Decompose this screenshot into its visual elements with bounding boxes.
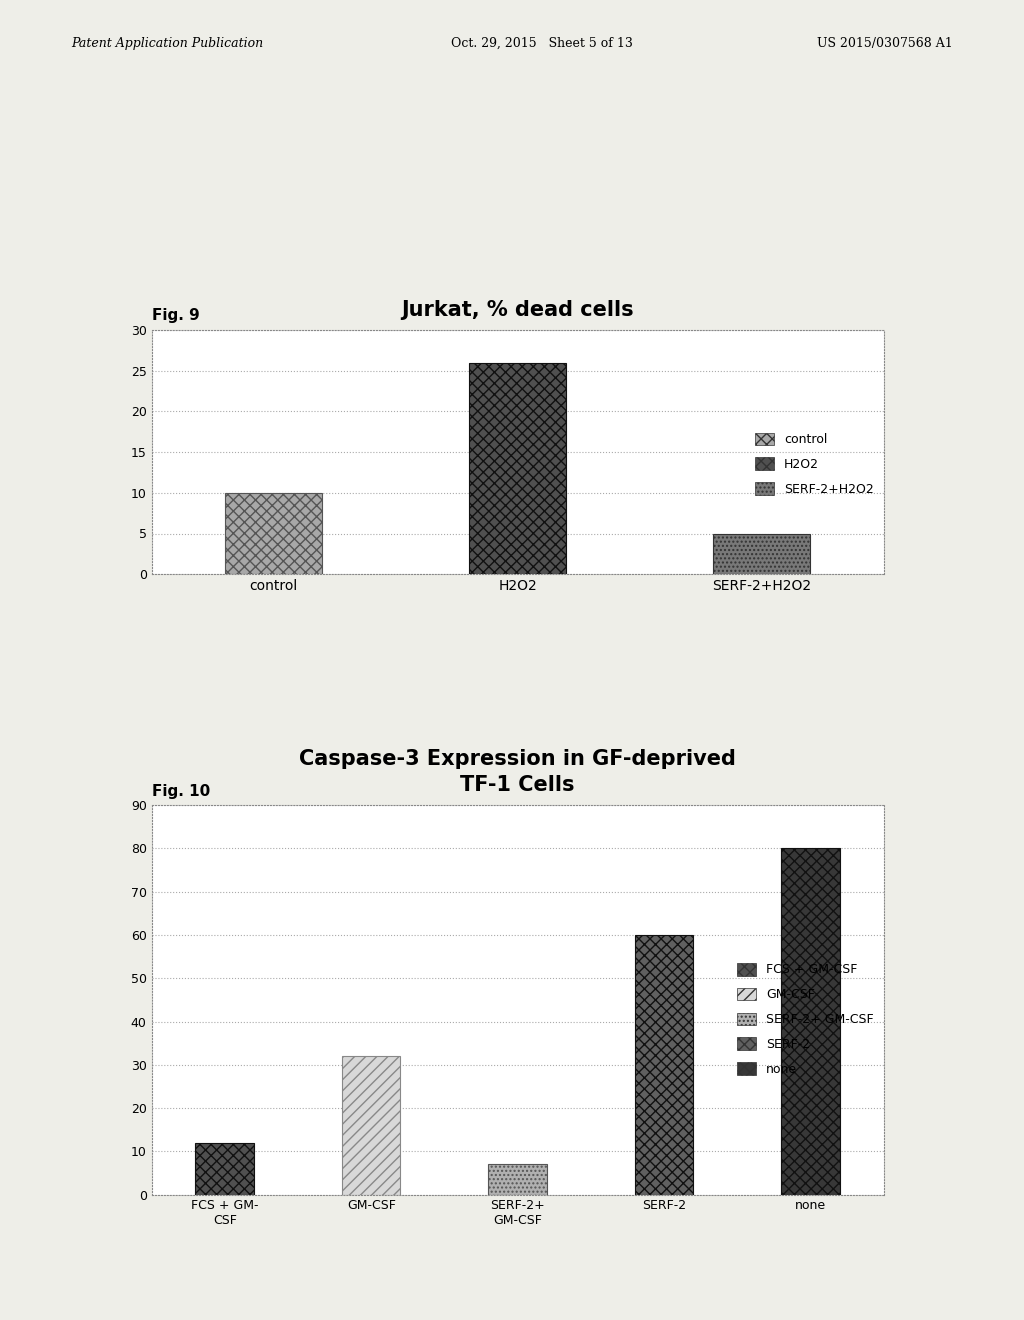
- Bar: [713, 533, 811, 574]
- Legend: FCS + GM-CSF, GM-CSF, SERF-2+ GM-CSF, SERF-2, none: FCS + GM-CSF, GM-CSF, SERF-2+ GM-CSF, SE…: [733, 960, 878, 1080]
- Bar: [225, 492, 323, 574]
- Title: Caspase-3 Expression in GF-deprived
TF-1 Cells: Caspase-3 Expression in GF-deprived TF-1…: [299, 748, 736, 796]
- Title: Jurkat, % dead cells: Jurkat, % dead cells: [401, 300, 634, 321]
- Text: Fig. 10: Fig. 10: [152, 784, 210, 799]
- Text: Fig. 9: Fig. 9: [152, 309, 200, 323]
- Bar: [342, 1056, 400, 1195]
- Bar: [488, 1164, 547, 1195]
- Text: US 2015/0307568 A1: US 2015/0307568 A1: [816, 37, 952, 50]
- Text: Oct. 29, 2015   Sheet 5 of 13: Oct. 29, 2015 Sheet 5 of 13: [451, 37, 633, 50]
- Bar: [781, 849, 840, 1195]
- Text: Patent Application Publication: Patent Application Publication: [72, 37, 264, 50]
- Bar: [469, 363, 566, 574]
- Bar: [635, 935, 693, 1195]
- Legend: control, H2O2, SERF-2+H2O2: control, H2O2, SERF-2+H2O2: [752, 429, 878, 500]
- Bar: [196, 1143, 254, 1195]
